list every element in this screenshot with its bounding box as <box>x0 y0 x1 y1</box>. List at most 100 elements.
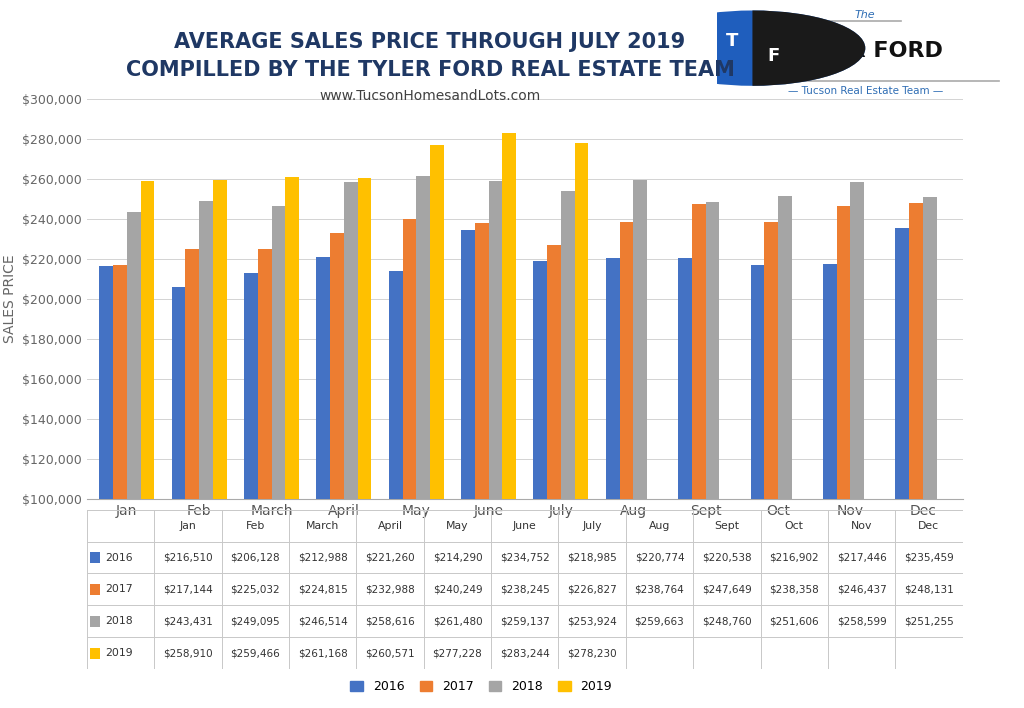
FancyBboxPatch shape <box>90 648 100 658</box>
Text: $248,131: $248,131 <box>904 584 953 595</box>
Text: $216,510: $216,510 <box>163 552 213 563</box>
Text: Oct: Oct <box>784 520 804 531</box>
Text: $258,910: $258,910 <box>163 648 213 658</box>
Bar <box>286 177 299 699</box>
Bar <box>678 258 692 699</box>
Text: Sept: Sept <box>715 520 739 531</box>
Text: — Tucson Real Estate Team —: — Tucson Real Estate Team — <box>787 86 943 96</box>
Bar <box>172 287 185 699</box>
Bar <box>357 178 372 699</box>
Text: $283,244: $283,244 <box>500 648 550 658</box>
Bar <box>461 229 475 699</box>
Bar <box>778 196 792 699</box>
Bar <box>547 246 561 699</box>
Text: 2019: 2019 <box>105 648 133 658</box>
Bar <box>823 264 837 699</box>
Bar <box>140 181 155 699</box>
Text: Nov: Nov <box>851 520 872 531</box>
Text: $249,095: $249,095 <box>230 616 281 627</box>
Bar <box>316 256 330 699</box>
Bar <box>200 201 213 699</box>
Text: $218,985: $218,985 <box>567 552 617 563</box>
Text: $238,764: $238,764 <box>635 584 684 595</box>
Text: $247,649: $247,649 <box>702 584 752 595</box>
Bar <box>99 266 113 699</box>
Text: Dec: Dec <box>919 520 939 531</box>
Text: $240,249: $240,249 <box>432 584 482 595</box>
Text: $246,437: $246,437 <box>837 584 887 595</box>
Bar <box>633 180 647 699</box>
Text: $220,538: $220,538 <box>702 552 752 563</box>
Wedge shape <box>753 11 865 86</box>
Bar <box>475 222 488 699</box>
Text: $278,230: $278,230 <box>567 648 617 658</box>
Text: $221,260: $221,260 <box>366 552 415 563</box>
Text: $246,514: $246,514 <box>298 616 347 627</box>
Bar <box>127 212 140 699</box>
Text: $253,924: $253,924 <box>567 616 617 627</box>
Y-axis label: SALES PRICE: SALES PRICE <box>3 255 16 343</box>
Text: COMPILLED BY THE TYLER FORD REAL ESTATE TEAM: COMPILLED BY THE TYLER FORD REAL ESTATE … <box>126 60 734 80</box>
Bar <box>271 206 286 699</box>
Text: $220,774: $220,774 <box>635 552 684 563</box>
Bar <box>923 197 937 699</box>
Text: May: May <box>446 520 469 531</box>
Text: F: F <box>767 47 779 65</box>
Text: $259,466: $259,466 <box>230 648 281 658</box>
Text: April: April <box>378 520 402 531</box>
Text: $259,663: $259,663 <box>635 616 684 627</box>
Bar <box>330 233 344 699</box>
Legend: 2016, 2017, 2018, 2019: 2016, 2017, 2018, 2019 <box>345 675 617 698</box>
Text: $251,606: $251,606 <box>769 616 819 627</box>
Text: Jan: Jan <box>179 520 197 531</box>
Text: $260,571: $260,571 <box>366 648 415 658</box>
Text: $212,988: $212,988 <box>298 552 347 563</box>
Text: $261,480: $261,480 <box>432 616 482 627</box>
Bar <box>185 249 200 699</box>
Text: $235,459: $235,459 <box>904 552 953 563</box>
Bar <box>244 273 258 699</box>
Text: June: June <box>513 520 537 531</box>
Text: AVERAGE SALES PRICE THROUGH JULY 2019: AVERAGE SALES PRICE THROUGH JULY 2019 <box>174 32 686 52</box>
Text: $261,168: $261,168 <box>298 648 347 658</box>
Bar <box>561 191 574 699</box>
Text: $217,144: $217,144 <box>163 584 213 595</box>
Text: $234,752: $234,752 <box>500 552 550 563</box>
Text: Aug: Aug <box>649 520 670 531</box>
Bar <box>417 176 430 699</box>
Bar <box>850 182 864 699</box>
Text: Feb: Feb <box>246 520 265 531</box>
Bar <box>706 202 720 699</box>
Bar <box>574 143 589 699</box>
Text: $251,255: $251,255 <box>904 616 953 627</box>
FancyBboxPatch shape <box>90 616 100 627</box>
Text: $248,760: $248,760 <box>702 616 752 627</box>
Bar <box>344 182 357 699</box>
Bar <box>895 228 909 699</box>
Bar <box>113 265 127 699</box>
Bar <box>402 219 417 699</box>
Text: $224,815: $224,815 <box>298 584 347 595</box>
Text: $217,446: $217,446 <box>837 552 887 563</box>
Text: $206,128: $206,128 <box>230 552 281 563</box>
Bar <box>909 203 923 699</box>
Bar <box>503 132 516 699</box>
Text: $258,599: $258,599 <box>837 616 887 627</box>
Text: 2017: 2017 <box>105 584 133 595</box>
Text: $216,902: $216,902 <box>769 552 819 563</box>
Text: $232,988: $232,988 <box>366 584 415 595</box>
Text: March: March <box>306 520 339 531</box>
Text: $214,290: $214,290 <box>432 552 482 563</box>
Text: $225,032: $225,032 <box>230 584 281 595</box>
Bar <box>258 249 271 699</box>
FancyBboxPatch shape <box>90 584 100 595</box>
Text: T: T <box>725 32 738 50</box>
Text: $238,245: $238,245 <box>500 584 550 595</box>
Bar <box>534 261 547 699</box>
Bar <box>430 144 443 699</box>
Bar <box>764 222 778 699</box>
Text: $226,827: $226,827 <box>567 584 617 595</box>
Bar <box>692 204 706 699</box>
Text: July: July <box>583 520 602 531</box>
Text: 2016: 2016 <box>105 552 133 563</box>
